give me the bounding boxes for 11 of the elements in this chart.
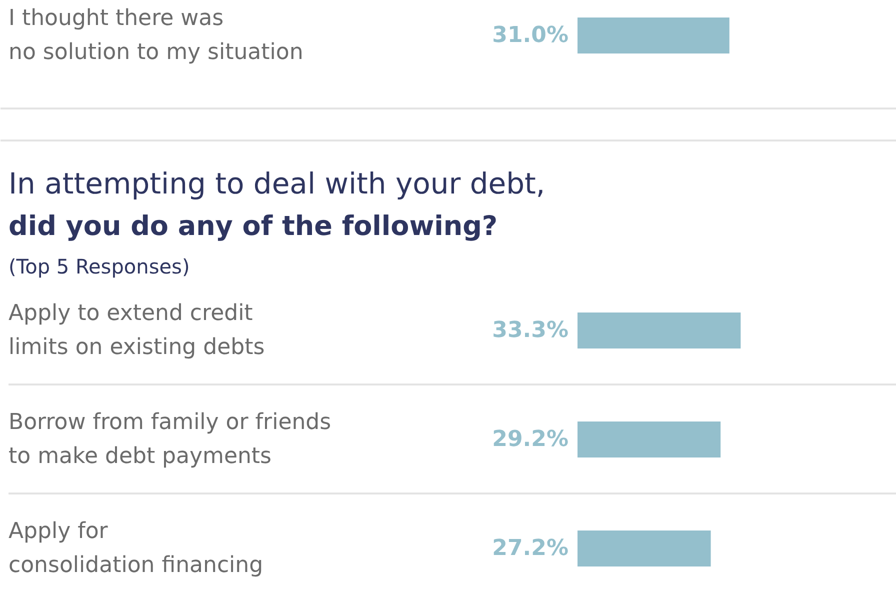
data-label: 29.2% [492, 427, 569, 452]
y-tick-label: I thought there was no solution to my situation [8, 6, 304, 65]
text: did you do any of the following? [8, 211, 498, 242]
y-tick-label: Apply to extend credit limits on existing debts [8, 301, 265, 360]
text: In attempting to deal with your debt, [8, 166, 546, 200]
data-label: 27.2% [492, 536, 569, 561]
data-label: 31.0% [492, 23, 569, 48]
y-tick-label: Borrow from family or friends to make debt payments [8, 410, 332, 469]
text: (Top 5 Responses) [8, 254, 190, 278]
data-label: 33.3% [492, 318, 569, 343]
y-tick-label: Apply for consolidation financing [8, 519, 264, 578]
